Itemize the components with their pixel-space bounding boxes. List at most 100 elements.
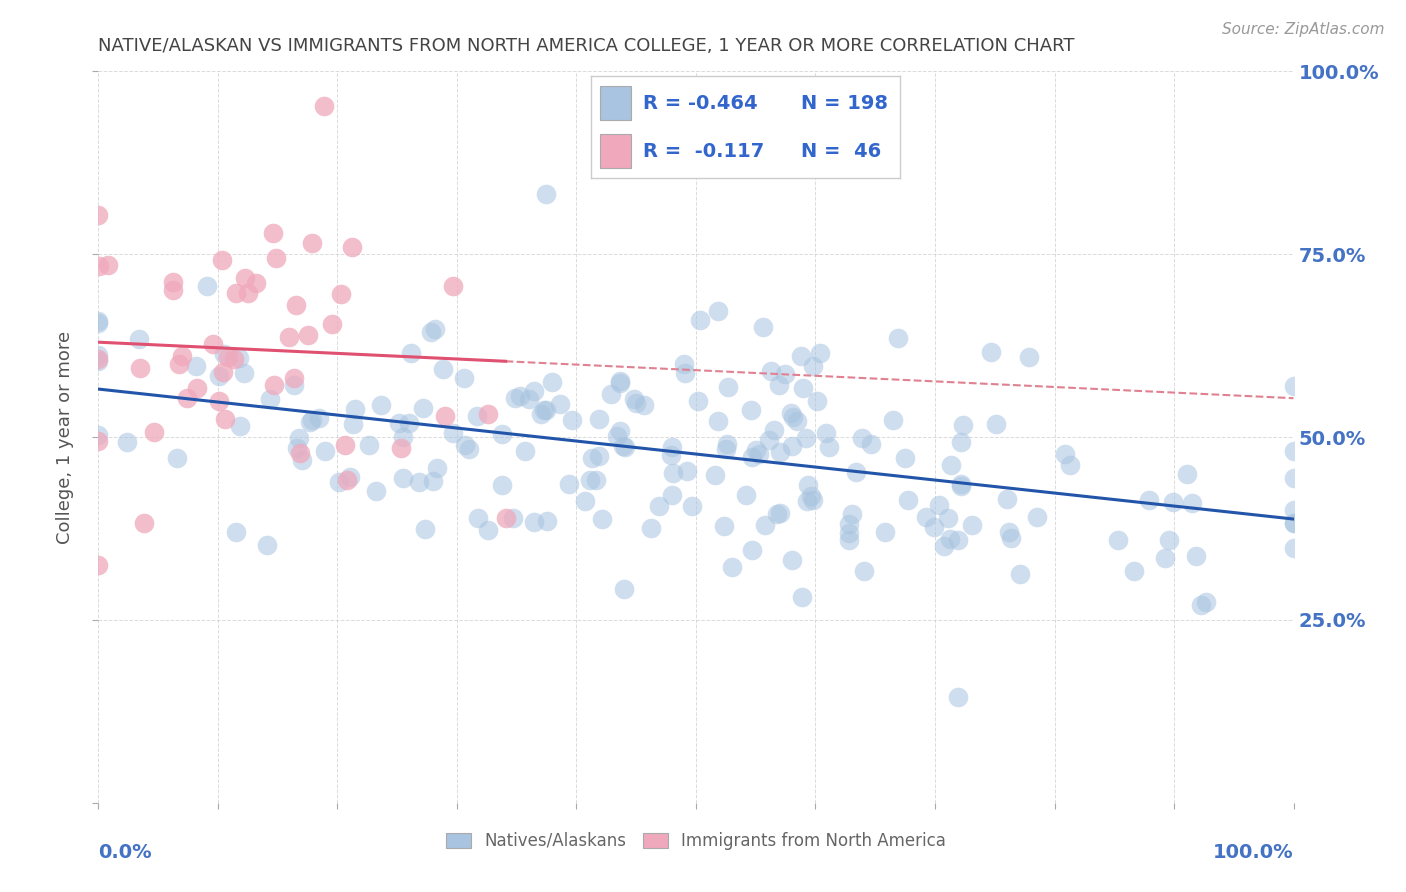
Point [1154, 551, 1177, 566]
Point [212, 365, 235, 379]
Point [236, 285, 259, 300]
Point [1282, 541, 1305, 555]
Point [166, 450, 188, 465]
Point [748, 447, 770, 461]
Point [225, 286, 247, 301]
Point [87, 428, 110, 442]
Point [399, 345, 422, 359]
Point [308, 411, 330, 425]
Point [782, 409, 804, 424]
Point [686, 393, 709, 408]
Point [534, 186, 557, 201]
Point [591, 512, 613, 526]
Point [283, 377, 305, 392]
Point [312, 98, 335, 112]
Point [225, 524, 247, 539]
Point [389, 441, 412, 455]
Point [676, 464, 699, 478]
Point [796, 494, 818, 508]
Point [398, 416, 420, 430]
Point [291, 452, 314, 467]
Point [758, 433, 780, 447]
Point [343, 402, 366, 417]
Point [87, 434, 110, 449]
Point [408, 475, 430, 490]
Point [614, 440, 637, 454]
Point [388, 416, 411, 430]
Point [661, 488, 683, 502]
FancyBboxPatch shape [600, 87, 631, 120]
Text: R = -0.464: R = -0.464 [643, 94, 758, 112]
Point [790, 590, 813, 604]
Point [714, 442, 737, 457]
Point [1157, 533, 1180, 548]
Point [288, 446, 311, 460]
Point [214, 412, 236, 426]
Point [301, 413, 323, 427]
Point [333, 438, 356, 452]
Point [413, 522, 436, 536]
Point [950, 477, 973, 491]
Point [950, 479, 973, 493]
Point [759, 364, 782, 378]
Point [422, 475, 444, 489]
Point [1282, 503, 1305, 517]
Point [606, 429, 628, 443]
Point [851, 431, 873, 445]
Text: R =  -0.117: R = -0.117 [643, 142, 765, 161]
Point [1181, 496, 1204, 510]
Point [1185, 549, 1208, 563]
Point [434, 409, 457, 424]
Point [579, 473, 602, 487]
Point [536, 403, 558, 417]
Point [932, 539, 955, 553]
Point [1107, 533, 1129, 547]
Point [503, 391, 526, 405]
Point [801, 359, 824, 373]
Point [801, 492, 824, 507]
Text: 100.0%: 100.0% [1213, 843, 1294, 862]
Point [222, 351, 245, 366]
Point [533, 402, 555, 417]
Point [939, 533, 962, 547]
Point [465, 409, 488, 423]
Point [228, 351, 250, 366]
Point [301, 236, 323, 251]
Point [647, 500, 669, 514]
Point [800, 489, 823, 503]
Point [467, 510, 489, 524]
Point [336, 473, 359, 487]
Point [780, 553, 803, 567]
Point [986, 417, 1008, 431]
Point [263, 377, 285, 392]
Point [780, 439, 803, 453]
Y-axis label: College, 1 year or more: College, 1 year or more [56, 331, 75, 543]
Point [162, 275, 184, 289]
Point [170, 349, 193, 363]
Point [661, 466, 683, 480]
Point [232, 366, 254, 380]
Point [707, 414, 730, 428]
Point [522, 384, 544, 398]
Point [509, 389, 531, 403]
Point [134, 516, 156, 530]
Text: NATIVE/ALASKAN VS IMMIGRANTS FROM NORTH AMERICA COLLEGE, 1 YEAR OR MORE CORRELAT: NATIVE/ALASKAN VS IMMIGRANTS FROM NORTH … [98, 37, 1076, 54]
Point [1189, 598, 1212, 612]
Point [1053, 447, 1076, 461]
Point [768, 378, 790, 392]
Point [588, 449, 610, 463]
Point [441, 425, 464, 440]
Point [897, 493, 920, 508]
Point [162, 283, 184, 297]
Point [995, 491, 1018, 506]
Point [946, 690, 969, 704]
Point [841, 507, 863, 521]
Point [87, 351, 110, 366]
Text: Source: ZipAtlas.com: Source: ZipAtlas.com [1222, 22, 1385, 37]
Point [741, 450, 763, 465]
Point [87, 353, 110, 368]
Point [423, 322, 446, 336]
Point [624, 395, 647, 409]
Point [420, 325, 443, 339]
Point [1137, 493, 1160, 508]
